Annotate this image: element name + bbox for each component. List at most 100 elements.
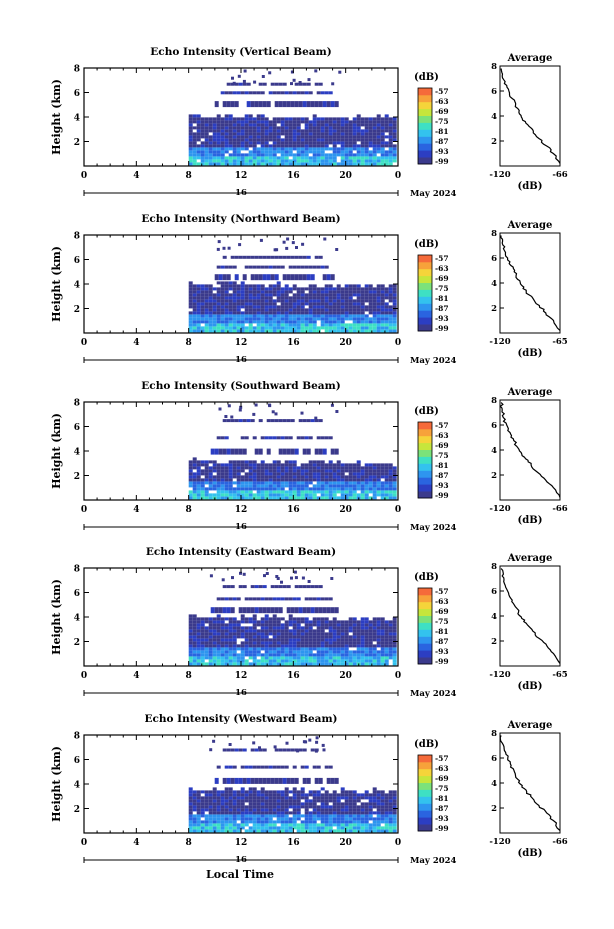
heatmap-cell (284, 496, 289, 500)
heatmap-cell (256, 305, 261, 309)
heatmap-cell (372, 626, 377, 630)
panel-1: Echo Intensity (Northward Beam)Height (k… (50, 213, 568, 366)
heatmap-cell (300, 478, 305, 482)
heatmap-cell (384, 481, 389, 485)
heatmap-cell (388, 650, 393, 654)
heatmap-cell (204, 650, 209, 654)
heatmap-cell (296, 126, 301, 130)
y-tick-label: 2 (74, 138, 80, 148)
heatmap-cell (280, 805, 285, 809)
heatmap-cell (204, 472, 209, 476)
heatmap-cell (260, 117, 265, 121)
heatmap-cell (236, 620, 241, 624)
heatmap-cell (332, 123, 337, 127)
heatmap-cell (360, 320, 365, 324)
heatmap-cell (312, 305, 317, 309)
heatmap-cell (376, 823, 381, 827)
colorbar-tick-label: -87 (435, 804, 449, 813)
x-tick-label: 16 (287, 338, 300, 348)
heatmap-cell (376, 481, 381, 485)
heatmap-cell (332, 117, 337, 121)
heatmap-cell (240, 123, 245, 127)
heatmap-cell (248, 317, 253, 321)
heatmap-cell (316, 162, 321, 166)
heatmap-cell (240, 144, 245, 148)
heatmap-cell (264, 478, 269, 482)
heatmap-cell (212, 811, 217, 815)
heatmap-cell (248, 647, 253, 651)
heatmap-cell (276, 635, 281, 639)
heatmap-cell (312, 159, 317, 163)
heatmap-cell (230, 415, 234, 419)
heatmap-cell (320, 826, 325, 830)
heatmap-cell (308, 302, 313, 306)
heatmap-cell (228, 144, 233, 148)
heatmap-cell (292, 135, 297, 139)
heatmap-cell (216, 484, 221, 488)
heatmap-cell (284, 659, 289, 663)
heatmap-cell (196, 129, 201, 133)
heatmap-cell (348, 623, 353, 627)
heatmap-cell (192, 790, 197, 794)
heatmap-cell (264, 620, 269, 624)
heatmap-cell (272, 466, 277, 470)
heatmap-cell (232, 129, 237, 133)
heatmap-cell (240, 463, 245, 467)
heatmap-cell (200, 796, 205, 800)
heatmap-cell (192, 481, 197, 485)
average-unit: (dB) (518, 181, 543, 192)
heatmap-cell (296, 626, 301, 630)
heatmap-cell (320, 647, 325, 651)
heatmap-cell (304, 765, 309, 769)
heatmap-cell (256, 823, 261, 827)
heatmap-cell (376, 808, 381, 812)
heatmap-cell (220, 129, 225, 133)
heatmap-cell (268, 326, 273, 330)
heatmap-cell (292, 617, 297, 621)
heatmap-cell (308, 317, 313, 321)
heatmap-cell (302, 777, 307, 784)
heatmap-cell (192, 793, 197, 797)
heatmap-cell (288, 153, 293, 157)
heatmap-cell (376, 629, 381, 633)
heatmap-cell (352, 829, 357, 833)
heatmap-cell (236, 144, 241, 148)
heatmap-cell (268, 617, 273, 621)
heatmap-cell (264, 126, 269, 130)
heatmap-cell (314, 419, 319, 423)
heatmap-cell (288, 329, 293, 333)
heatmap-cell (232, 320, 237, 324)
heatmap-cell (364, 475, 369, 479)
heatmap-cell (392, 796, 397, 800)
heatmap-cell (332, 296, 337, 300)
heatmap-cell (298, 81, 302, 84)
heatmap-cell (244, 284, 249, 288)
heatmap-cell (268, 314, 273, 318)
heatmap-cell (236, 329, 241, 333)
heatmap-cell (388, 150, 393, 154)
heatmap-cell (356, 656, 361, 660)
heatmap-cell (384, 632, 389, 636)
heatmap-cell (244, 320, 249, 324)
heatmap-cell (372, 293, 377, 297)
colorbar-unit: (dB) (414, 72, 439, 83)
heatmap-cell (204, 820, 209, 824)
heatmap-cell (348, 629, 353, 633)
heatmap-cell (236, 823, 241, 827)
colorbar-swatch (418, 275, 432, 283)
heatmap-cell (232, 290, 237, 294)
heatmap-cell (231, 76, 234, 80)
heatmap-cell (280, 159, 285, 163)
heatmap-cell (196, 493, 201, 497)
heatmap-cell (304, 150, 309, 154)
heatmap-cell (340, 126, 345, 130)
heatmap-cell (272, 463, 277, 467)
heatmap-cell (196, 144, 201, 148)
heatmap-cell (288, 123, 293, 127)
heatmap-cell (296, 641, 301, 645)
heatmap-cell (288, 597, 293, 601)
heatmap-cell (340, 302, 345, 306)
heatmap-cell (204, 138, 209, 142)
heatmap-cell (348, 305, 353, 309)
heatmap-cell (228, 265, 233, 269)
